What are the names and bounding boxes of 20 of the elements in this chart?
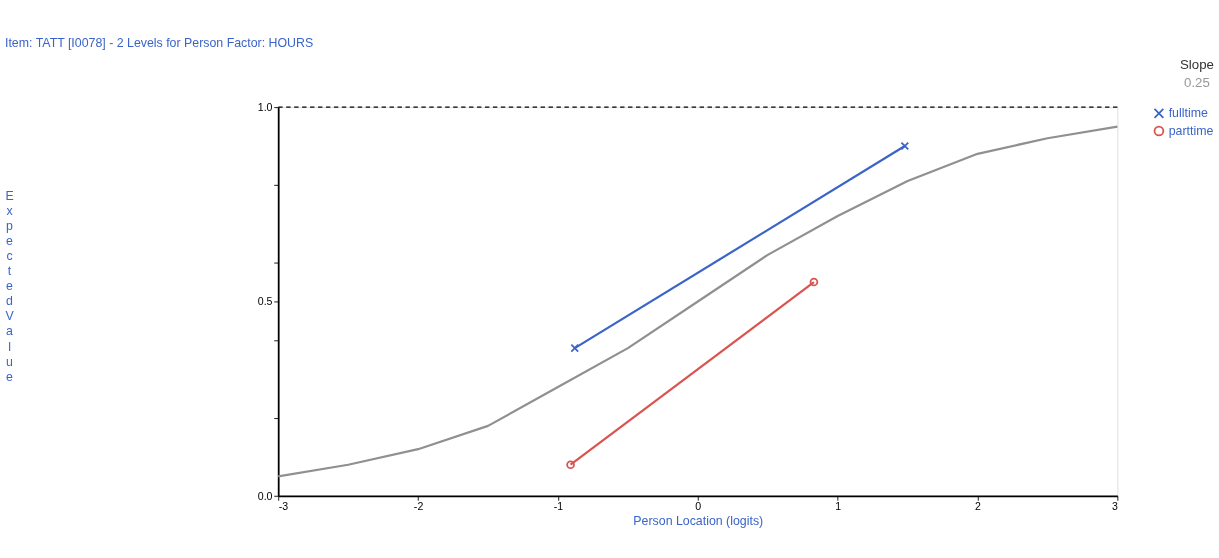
x-tick-label: 1 [835, 500, 842, 513]
x-tick-label: 3 [1111, 500, 1118, 513]
point [570, 343, 580, 353]
point [900, 141, 910, 151]
y-tick-label: 0.5 [257, 295, 273, 308]
x-tick-label: -3 [278, 500, 289, 513]
y-tick-label: 1.0 [257, 101, 273, 114]
legend-label: fulltime [1168, 105, 1208, 120]
line-series [277, 125, 1119, 478]
x-axis-title: Person Location (logits) [633, 514, 764, 529]
text: Item: TATT [I0078] - 2 Levels for Person Factor: HOURS [4, 36, 314, 51]
x-tick-label: -2 [413, 500, 424, 513]
legend-label: parttime [1168, 123, 1214, 138]
text: Expected Value [5, 189, 14, 384]
y-tick-label: 0.0 [257, 489, 273, 502]
x-tick-label: 0 [695, 500, 702, 513]
x-tick-label: -1 [553, 500, 564, 513]
x-tick-label: 2 [975, 500, 982, 513]
text: Slope [1179, 57, 1214, 73]
text: 0.25 [1184, 74, 1210, 90]
